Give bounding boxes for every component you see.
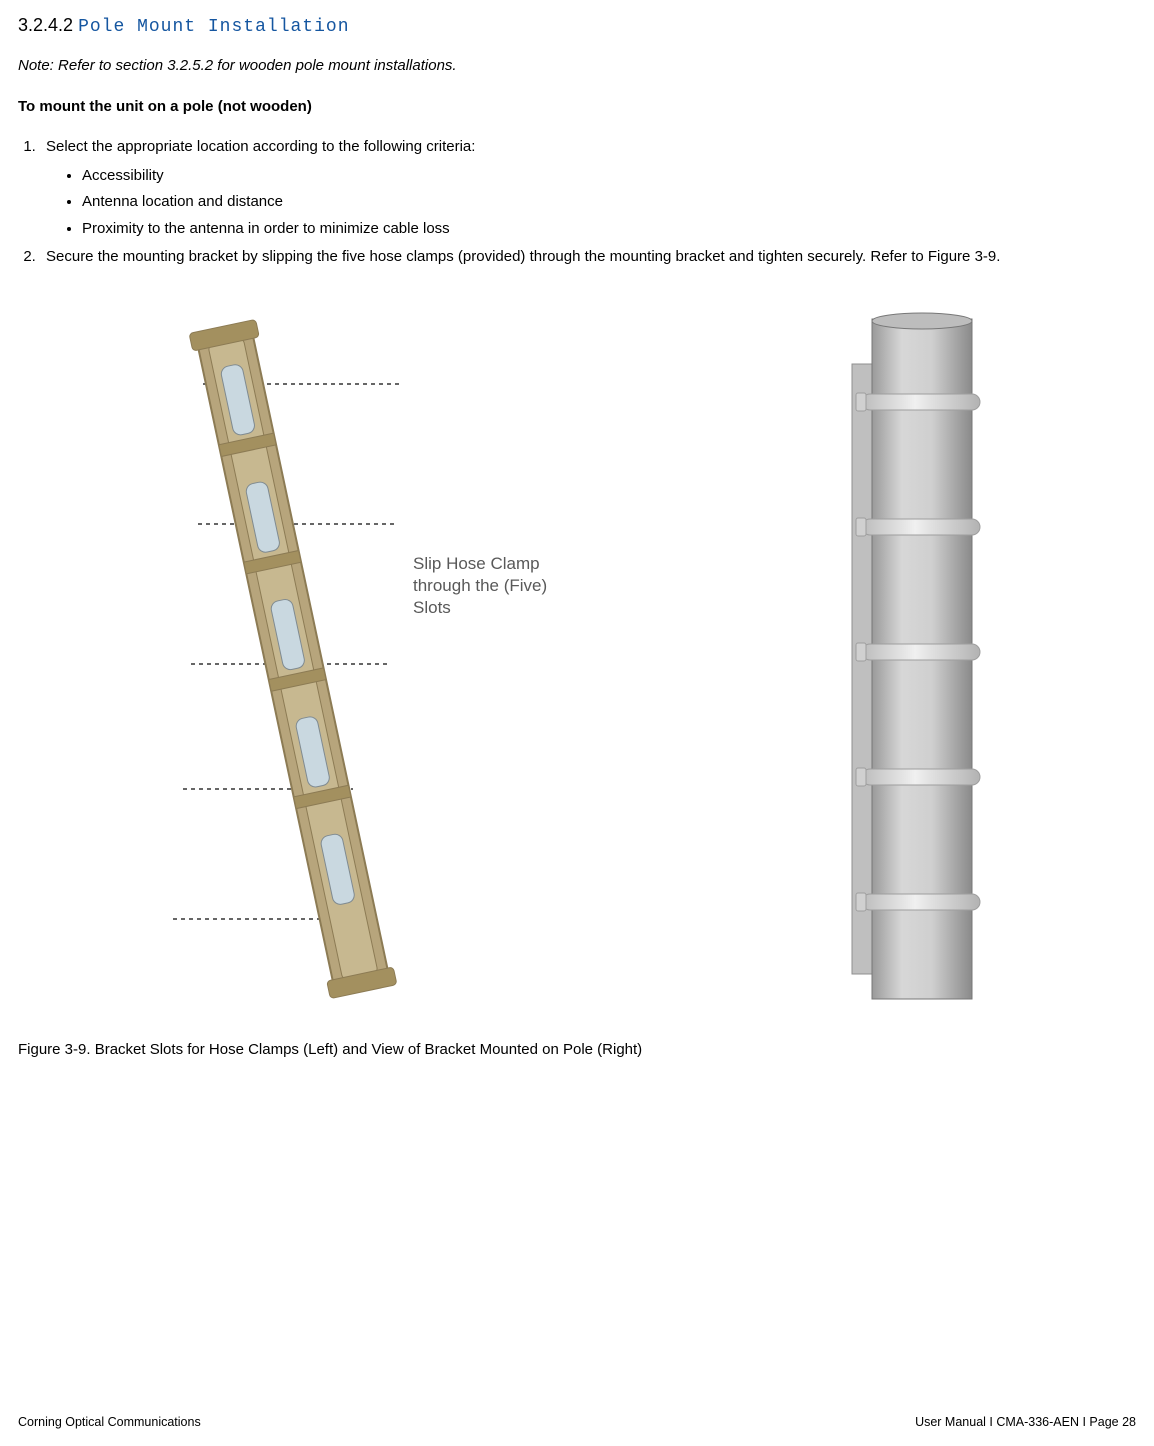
- steps-list: Select the appropriate location accordin…: [18, 136, 1136, 269]
- pole-svg: [812, 309, 1012, 1009]
- section-title: Pole Mount Installation: [78, 17, 349, 37]
- step-2-text: Secure the mounting bracket by slipping …: [46, 248, 1000, 265]
- step-1: Select the appropriate location accordin…: [40, 136, 1136, 240]
- figure-pole-mounted: [812, 309, 1012, 1009]
- step-2: Secure the mounting bracket by slipping …: [40, 246, 1136, 269]
- bracket-svg: Slip Hose Clamp through the (Five) Slots: [143, 309, 563, 1009]
- figure-label-line1: Slip Hose Clamp: [413, 554, 540, 573]
- figure-label-line3: Slots: [413, 598, 451, 617]
- mount-subheading: To mount the unit on a pole (not wooden): [18, 96, 1136, 119]
- figure-label-line2: through the (Five): [413, 576, 547, 595]
- bullet-proximity: Proximity to the antenna in order to min…: [82, 218, 1136, 241]
- figure-bracket-slots: Slip Hose Clamp through the (Five) Slots: [143, 309, 563, 1009]
- bullet-antenna-location: Antenna location and distance: [82, 191, 1136, 214]
- section-number: 3.2.4.2: [18, 15, 73, 35]
- installation-note: Note: Refer to section 3.2.5.2 for woode…: [18, 55, 1136, 78]
- step-1-bullets: Accessibility Antenna location and dista…: [46, 165, 1136, 241]
- section-heading: 3.2.4.2 Pole Mount Installation: [18, 12, 1136, 41]
- footer-left: Corning Optical Communications: [18, 1413, 201, 1432]
- figure-caption: Figure 3-9. Bracket Slots for Hose Clamp…: [18, 1039, 1136, 1062]
- figures-container: Slip Hose Clamp through the (Five) Slots: [18, 309, 1136, 1009]
- bullet-accessibility: Accessibility: [82, 165, 1136, 188]
- page-footer: Corning Optical Communications User Manu…: [18, 1413, 1136, 1432]
- step-1-text: Select the appropriate location accordin…: [46, 138, 475, 155]
- footer-right: User Manual I CMA-336-AEN I Page 28: [915, 1413, 1136, 1432]
